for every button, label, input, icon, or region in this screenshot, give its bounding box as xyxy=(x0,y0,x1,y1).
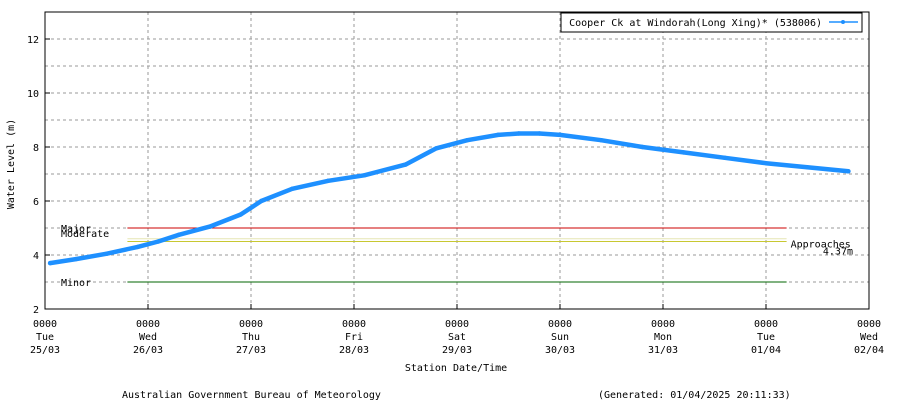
x-tick-label: 27/03 xyxy=(236,345,266,356)
x-tick-label: Tue xyxy=(36,332,54,343)
x-tick-label: 0000 xyxy=(754,319,778,330)
y-tick-label: 8 xyxy=(33,143,39,154)
series-point xyxy=(156,239,161,244)
series-point xyxy=(763,161,769,166)
x-tick-label: 0000 xyxy=(33,319,57,330)
x-tick-label: 29/03 xyxy=(442,345,472,356)
x-tick-label: Mon xyxy=(654,332,672,343)
threshold-label-moderate: Moderate xyxy=(61,229,109,240)
series-point xyxy=(516,131,521,136)
x-tick-label: Tue xyxy=(757,332,775,343)
x-tick-label: 0000 xyxy=(239,319,263,330)
series-point xyxy=(47,260,53,266)
series-point xyxy=(599,138,604,143)
x-ticks: 0000 Tue 25/03 0000 Wed 26/03 0000 Thu 27/03 0000… xyxy=(30,304,884,356)
series-point xyxy=(722,155,727,160)
x-tick-label: 31/03 xyxy=(648,345,678,356)
legend: Cooper Ck at Windorah(Long Xing)* (53800… xyxy=(560,12,863,33)
y-axis-label: Water Level (m) xyxy=(6,119,17,209)
y-tick-label: 6 xyxy=(33,197,39,208)
series-point xyxy=(681,150,686,155)
series-point xyxy=(362,173,367,178)
x-tick-label: 0000 xyxy=(857,319,881,330)
x-tick-label: 0000 xyxy=(136,319,160,330)
series-point xyxy=(846,169,851,174)
y-tick-label: 12 xyxy=(27,35,39,46)
series-point xyxy=(326,178,331,183)
series-point xyxy=(537,131,542,136)
series-point xyxy=(557,132,563,138)
series-point xyxy=(176,232,182,237)
series-point xyxy=(290,186,295,192)
series-point xyxy=(496,132,501,138)
series-point xyxy=(238,212,243,217)
footer-agency: Australian Government Bureau of Meteorol… xyxy=(122,390,381,401)
x-tick-label: 0000 xyxy=(548,319,572,330)
x-tick-label: Sat xyxy=(448,332,466,343)
x-tick-label: Fri xyxy=(345,332,363,343)
x-tick-label: 0000 xyxy=(651,319,675,330)
threshold-label-approaches: Approaches xyxy=(791,240,851,251)
series-line xyxy=(47,131,851,266)
series xyxy=(47,131,851,266)
legend-series-label: Cooper Ck at Windorah(Long Xing)* (53800… xyxy=(569,18,822,29)
x-tick-label: 30/03 xyxy=(545,345,575,356)
footer-generated: (Generated: 01/04/2025 20:11:33) xyxy=(598,390,791,401)
series-point xyxy=(259,198,264,204)
series-point xyxy=(403,162,408,167)
x-tick-label: 0000 xyxy=(342,319,366,330)
series-point xyxy=(434,146,439,151)
series-point xyxy=(207,224,212,229)
threshold-label-major: Major xyxy=(61,224,91,235)
threshold-label-minor: Minor xyxy=(61,278,91,289)
y-tick-label: 10 xyxy=(27,89,39,100)
legend-box xyxy=(560,12,863,33)
y-ticks: 2 4 6 8 10 12 xyxy=(27,35,50,316)
x-tick-label: 26/03 xyxy=(133,345,163,356)
x-tick-label: 28/03 xyxy=(339,345,369,356)
series-point xyxy=(465,138,470,143)
x-tick-label: 0000 xyxy=(445,319,469,330)
x-axis-label: Station Date/Time xyxy=(405,363,507,374)
series-point xyxy=(805,165,810,170)
x-tick-label: 25/03 xyxy=(30,345,60,356)
x-tick-label: 01/04 xyxy=(751,345,781,356)
x-tick-label: Wed xyxy=(139,332,157,343)
y-tick-label: 4 xyxy=(33,251,39,262)
series-point xyxy=(640,144,645,150)
x-tick-label: Sun xyxy=(551,332,569,343)
legend-series-marker xyxy=(841,20,845,24)
series-point xyxy=(73,256,79,262)
approaches-value-label: 4.37m xyxy=(823,247,853,258)
y-tick-label: 2 xyxy=(33,305,39,316)
x-tick-label: Wed xyxy=(860,332,878,343)
x-tick-label: 02/04 xyxy=(854,345,884,356)
series-point xyxy=(104,251,110,256)
series-point xyxy=(135,244,140,250)
x-tick-label: Thu xyxy=(242,332,260,343)
